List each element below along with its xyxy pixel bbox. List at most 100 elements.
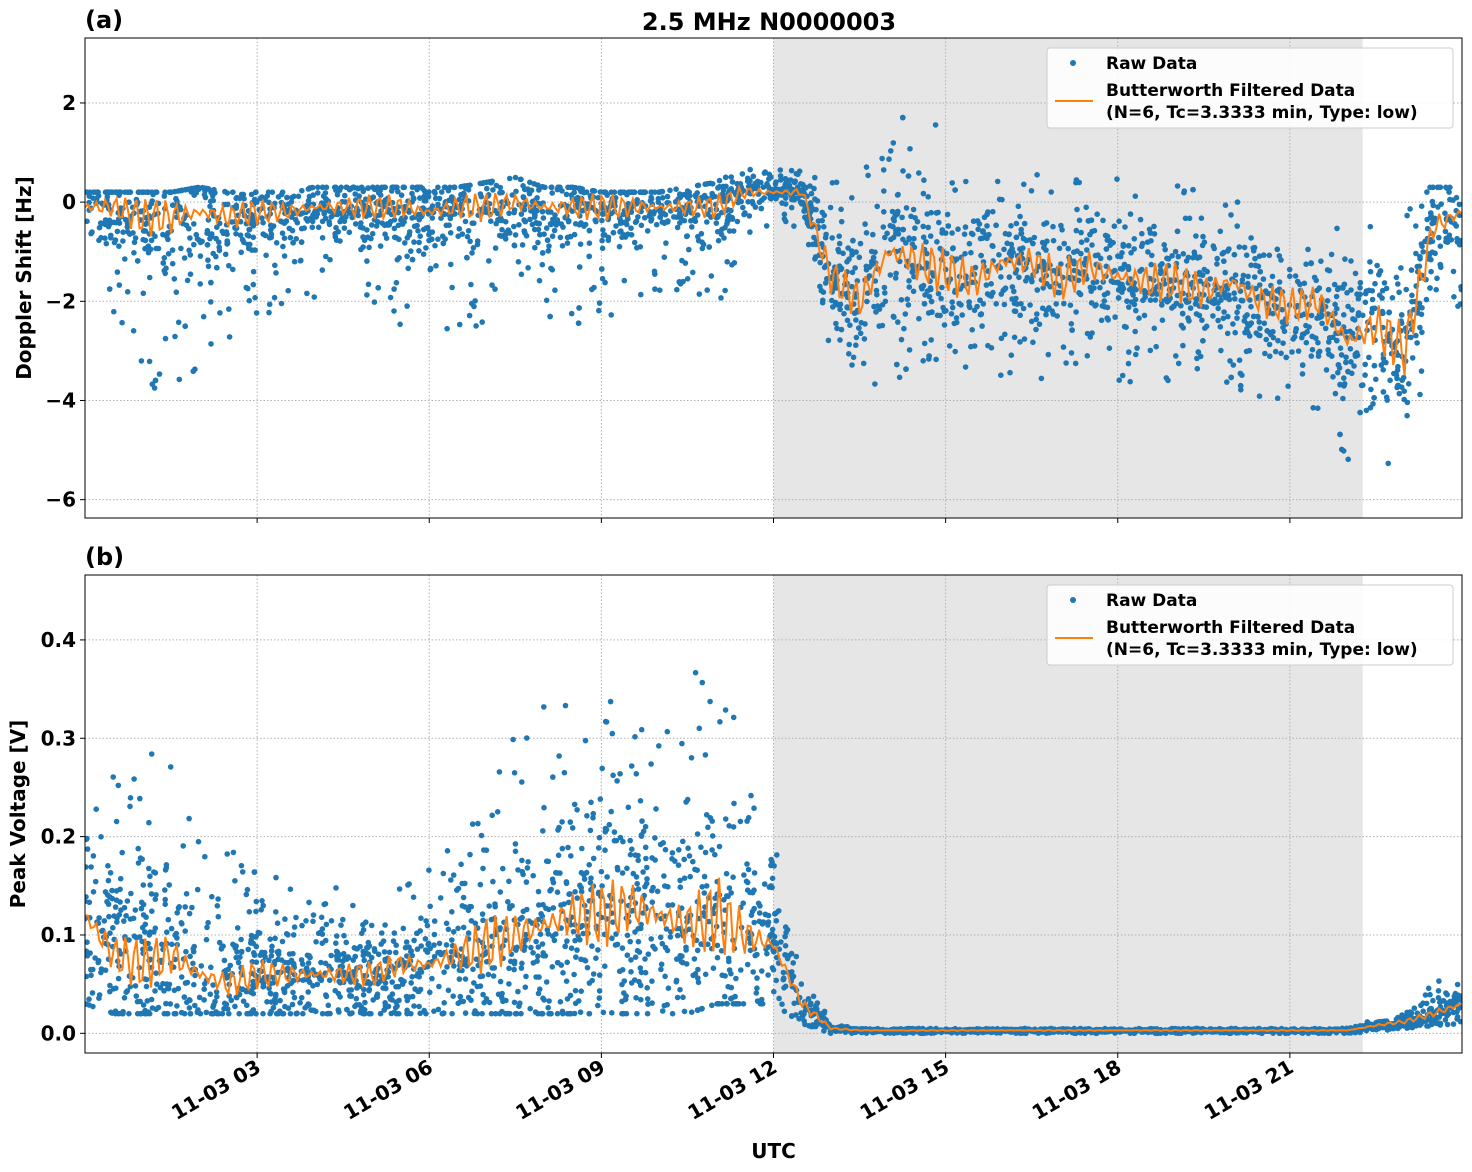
raw-data-point bbox=[253, 943, 260, 950]
raw-data-point bbox=[90, 966, 96, 973]
raw-data-point bbox=[1184, 299, 1190, 306]
raw-data-point bbox=[226, 306, 232, 312]
raw-data-point bbox=[108, 189, 114, 195]
raw-data-point bbox=[168, 925, 175, 932]
raw-data-point bbox=[1275, 337, 1281, 344]
raw-data-point bbox=[1267, 353, 1273, 360]
raw-data-point bbox=[557, 234, 564, 241]
raw-data-point bbox=[628, 232, 635, 238]
raw-data-point bbox=[1260, 252, 1267, 258]
raw-data-point bbox=[130, 328, 137, 334]
raw-data-point bbox=[572, 937, 578, 944]
raw-data-point bbox=[1244, 312, 1250, 318]
raw-data-point bbox=[278, 300, 285, 307]
raw-data-point bbox=[870, 254, 877, 261]
raw-data-point bbox=[216, 939, 223, 946]
raw-data-point bbox=[1324, 267, 1331, 273]
raw-data-point bbox=[1151, 325, 1158, 332]
raw-data-point bbox=[1369, 309, 1375, 316]
raw-data-point bbox=[714, 954, 721, 961]
raw-data-point bbox=[1269, 273, 1276, 280]
raw-data-point bbox=[245, 285, 251, 292]
raw-data-point bbox=[1399, 377, 1405, 383]
raw-data-point bbox=[648, 194, 654, 201]
raw-data-point bbox=[421, 198, 428, 204]
raw-data-point bbox=[1089, 242, 1095, 248]
raw-data-point bbox=[404, 253, 410, 260]
raw-data-point bbox=[576, 305, 582, 311]
raw-data-point bbox=[252, 294, 258, 301]
raw-data-point bbox=[721, 235, 727, 241]
raw-data-point bbox=[1262, 350, 1268, 357]
raw-data-point bbox=[994, 178, 1001, 185]
raw-data-point bbox=[540, 215, 547, 221]
raw-data-point bbox=[128, 890, 134, 897]
raw-data-point bbox=[285, 201, 292, 207]
raw-data-point bbox=[1230, 321, 1236, 327]
figure-title: 2.5 MHz N0000003 bbox=[642, 8, 896, 36]
raw-data-point bbox=[1084, 247, 1090, 253]
raw-data-point bbox=[906, 236, 912, 243]
raw-data-point bbox=[1034, 311, 1040, 317]
raw-data-point bbox=[715, 237, 722, 244]
raw-data-point bbox=[1303, 261, 1309, 268]
raw-data-point bbox=[653, 806, 659, 812]
raw-data-point bbox=[1016, 274, 1022, 281]
raw-data-point bbox=[863, 263, 870, 270]
raw-data-point bbox=[690, 972, 696, 979]
raw-data-point bbox=[1241, 244, 1248, 251]
raw-data-point bbox=[174, 910, 180, 916]
raw-data-point bbox=[1148, 238, 1154, 244]
raw-data-point bbox=[1341, 312, 1347, 318]
raw-data-point bbox=[536, 220, 542, 227]
raw-data-point bbox=[444, 848, 451, 854]
raw-data-point bbox=[635, 886, 642, 892]
raw-data-point bbox=[1383, 285, 1390, 292]
raw-data-point bbox=[326, 219, 332, 225]
raw-data-point bbox=[309, 224, 316, 231]
raw-data-point bbox=[1173, 353, 1179, 359]
raw-data-point bbox=[518, 271, 525, 278]
raw-data-point bbox=[315, 190, 321, 196]
raw-data-point bbox=[1193, 296, 1199, 302]
raw-data-point bbox=[306, 185, 313, 191]
raw-data-point bbox=[1293, 326, 1299, 332]
raw-data-point bbox=[1147, 297, 1154, 304]
raw-data-point bbox=[927, 233, 934, 239]
raw-data-point bbox=[805, 996, 812, 1002]
raw-data-point bbox=[1436, 234, 1442, 241]
raw-data-point bbox=[1351, 363, 1357, 369]
raw-data-point bbox=[539, 250, 546, 256]
raw-data-point bbox=[819, 217, 825, 224]
raw-data-point bbox=[637, 798, 644, 804]
raw-data-point bbox=[1418, 203, 1425, 209]
raw-data-point bbox=[1435, 184, 1442, 191]
raw-data-point bbox=[545, 248, 552, 254]
raw-data-point bbox=[925, 224, 931, 231]
raw-data-point bbox=[441, 1000, 448, 1006]
raw-data-point bbox=[887, 222, 894, 229]
raw-data-point bbox=[1362, 299, 1369, 306]
raw-data-point bbox=[1243, 252, 1250, 258]
raw-data-point bbox=[197, 239, 204, 246]
raw-data-point bbox=[333, 237, 340, 243]
raw-data-point bbox=[1409, 292, 1415, 299]
raw-data-point bbox=[1409, 298, 1415, 305]
raw-data-point bbox=[659, 940, 666, 947]
raw-data-point bbox=[313, 939, 319, 945]
raw-data-point bbox=[686, 246, 692, 253]
raw-data-point bbox=[1046, 305, 1052, 311]
raw-data-point bbox=[1034, 287, 1041, 293]
raw-data-point bbox=[1345, 456, 1351, 463]
raw-data-point bbox=[333, 948, 340, 955]
raw-data-point bbox=[1050, 223, 1056, 230]
raw-data-point bbox=[1136, 315, 1142, 322]
raw-data-point bbox=[143, 983, 150, 990]
raw-data-point bbox=[610, 772, 616, 779]
raw-data-point bbox=[86, 996, 92, 1002]
raw-data-point bbox=[127, 189, 134, 195]
raw-data-point bbox=[1069, 327, 1075, 333]
raw-data-point bbox=[287, 234, 294, 241]
raw-data-point bbox=[308, 215, 314, 221]
raw-data-point bbox=[836, 263, 843, 270]
